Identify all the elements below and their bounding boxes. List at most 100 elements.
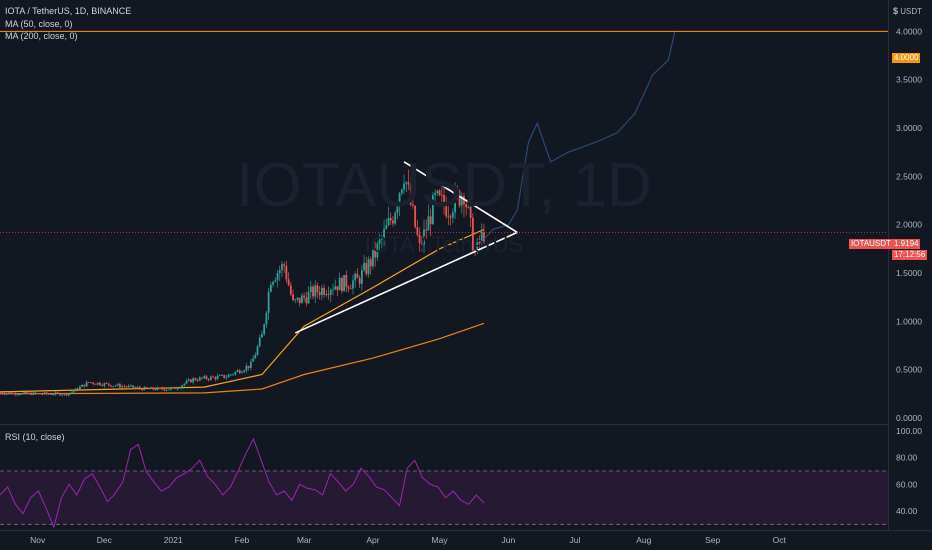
candle-body (294, 299, 297, 301)
candle-body (349, 288, 352, 290)
candle-body (343, 274, 345, 292)
time-tick-label: Apr (366, 535, 379, 545)
candle-body (221, 374, 223, 376)
candle-body (36, 393, 39, 395)
candle-body (307, 291, 310, 304)
candle-body (345, 274, 348, 288)
candle-body (418, 234, 421, 243)
price-tick-label: 4.0000 (896, 26, 922, 36)
time-tick-label: Aug (636, 535, 651, 545)
candle-body (41, 393, 44, 395)
candle-body (223, 374, 226, 378)
candle-body (212, 376, 215, 378)
candle-body (380, 237, 383, 240)
time-tick-label: Dec (97, 535, 113, 545)
unit-label: USDT (900, 7, 922, 16)
candle-body (454, 189, 456, 213)
candle-body (356, 273, 359, 279)
candle-body (176, 388, 179, 390)
candle-body (327, 294, 330, 295)
candle-body (378, 239, 381, 244)
price-tick-label: 2.0000 (896, 220, 922, 230)
candle-body (65, 393, 68, 396)
triangle-lower-line (294, 231, 518, 334)
candle-body (21, 392, 24, 395)
candle-body (483, 232, 485, 242)
candle-body (321, 287, 323, 296)
candles-layer (0, 169, 485, 397)
candle-body (340, 277, 343, 292)
candle-body (63, 393, 66, 395)
candle-body (432, 195, 434, 225)
countdown-tag: 17:12:56 (892, 250, 928, 260)
candle-body (145, 387, 148, 389)
candle-body (83, 384, 86, 387)
candle-body (43, 392, 46, 395)
triangle-upper-line (403, 161, 518, 234)
candle-body (34, 392, 37, 394)
candle-body (354, 273, 357, 281)
candle-body (367, 259, 370, 274)
candle-body (478, 239, 481, 243)
candle-body (267, 291, 270, 313)
candle-body (118, 384, 121, 388)
candle-body (347, 287, 350, 289)
candle-body (183, 383, 186, 386)
candle-body (471, 217, 474, 251)
candle-body (101, 385, 104, 386)
candle-body (447, 216, 450, 218)
candle-body (416, 227, 419, 235)
candle-body (358, 278, 361, 284)
price-unit[interactable]: $ USDT (893, 6, 922, 16)
candle-body (114, 385, 117, 387)
candle-body (296, 297, 299, 300)
price-tick-label: 2.5000 (896, 171, 922, 181)
candle-body (52, 394, 55, 396)
candle-body (292, 294, 294, 301)
candle-body (85, 382, 88, 387)
projection-layer (483, 31, 676, 240)
candle-body (172, 387, 175, 389)
candle-body (105, 383, 108, 384)
candle-body (440, 195, 443, 196)
candle-body (283, 264, 286, 266)
candle-body (425, 229, 428, 231)
candle-body (94, 383, 97, 385)
time-axis-border (0, 530, 932, 531)
candle-body (385, 225, 388, 229)
candle-body (298, 297, 301, 304)
candle-body (76, 388, 79, 390)
candle-body (134, 387, 137, 389)
candle-body (196, 380, 199, 381)
candle-body (434, 193, 437, 196)
candle-body (39, 393, 41, 395)
candle-body (323, 287, 326, 295)
candle-body (383, 228, 385, 238)
ma50-layer (0, 228, 485, 393)
unit-symbol: $ (892, 6, 898, 16)
candle-body (405, 182, 408, 184)
candle-body (287, 279, 290, 286)
candle-body (190, 379, 192, 383)
candle-body (476, 239, 479, 253)
target-layer (0, 30, 888, 233)
candle-body (301, 295, 303, 304)
candle-body (365, 262, 368, 274)
candle-body (265, 312, 268, 325)
candle-body (456, 189, 459, 191)
price-tick-label: 1.0000 (896, 316, 922, 326)
rsi-tick-label: 60.00 (896, 479, 918, 489)
candle-body (74, 388, 77, 392)
candle-body (285, 265, 288, 280)
candle-body (50, 393, 52, 395)
symbol-tag: IOTAUSDT (849, 239, 893, 249)
price-tick-label: 0.0000 (896, 413, 922, 423)
candle-body (387, 217, 390, 226)
candle-body (201, 377, 203, 379)
candle-body (352, 280, 354, 289)
candle-body (170, 388, 172, 390)
candle-body (99, 382, 101, 386)
candle-body (156, 387, 159, 390)
candle-body (360, 269, 363, 284)
projection-line (483, 31, 676, 240)
